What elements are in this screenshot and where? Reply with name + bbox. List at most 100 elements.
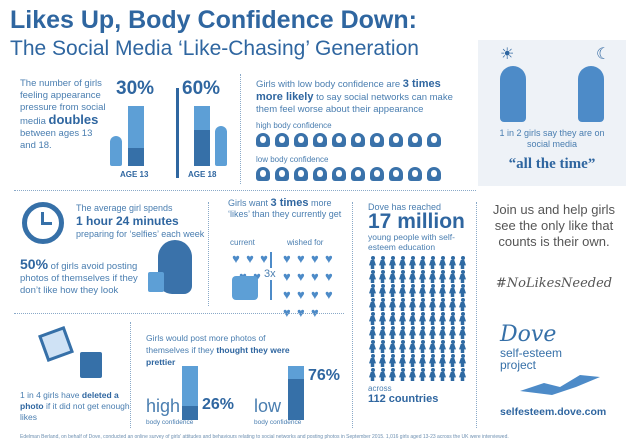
- bar-age13: [128, 106, 144, 166]
- person-icon: [388, 368, 397, 381]
- divider: [14, 313, 344, 314]
- person-icon: [378, 340, 387, 353]
- heart-icon: ♥: [311, 251, 319, 266]
- wished-hearts: ♥ ♥ ♥ ♥ ♥ ♥ ♥ ♥ ♥ ♥ ♥ ♥ ♥ ♥ ♥: [282, 250, 340, 322]
- page-title: Likes Up, Body Confidence Down: The Soci…: [10, 6, 419, 61]
- low-word: low: [254, 396, 282, 416]
- high-label: high body confidence: [256, 121, 332, 130]
- girl-phone-icon: [500, 66, 526, 122]
- person-icon: [438, 326, 447, 339]
- heart-icon: ♥: [297, 305, 305, 320]
- bar-high-confidence: [182, 366, 198, 420]
- heart-icon: ♥: [325, 269, 333, 284]
- face-icon: [275, 167, 289, 181]
- divider: [14, 190, 476, 191]
- person-icon: [408, 368, 417, 381]
- heart-icon: ♥: [297, 269, 305, 284]
- dove-logo: Dove self-esteem project: [500, 322, 620, 395]
- title-line-2: The Social Media ‘Like-Chasing’ Generati…: [10, 37, 419, 60]
- person-icon: [378, 284, 387, 297]
- person-icon: [388, 298, 397, 311]
- all-the-time-panel: ☀ ☾ 1 in 2 girls say they are on social …: [478, 40, 626, 186]
- reach-subtext: young people with self-esteem education: [368, 232, 455, 252]
- face-icon: [427, 167, 441, 181]
- person-icon: [458, 326, 467, 339]
- low-label: low body confidence: [256, 155, 329, 164]
- person-icon: [438, 312, 447, 325]
- person-icon: [448, 312, 457, 325]
- person-icon: [458, 270, 467, 283]
- person-icon: [418, 326, 427, 339]
- person-icon: [458, 284, 467, 297]
- face-icon: [256, 167, 270, 181]
- heart-icon: ♥: [311, 305, 319, 320]
- bar-low-confidence: [288, 366, 304, 420]
- divider: [476, 202, 477, 428]
- person-icon: [368, 256, 377, 269]
- brand-sub: self-esteem project: [500, 346, 563, 372]
- person-icon: [368, 270, 377, 283]
- person-icon: [418, 368, 427, 381]
- people-grid: [368, 256, 470, 382]
- heart-icon: ♥: [311, 287, 319, 302]
- heart-icon: ♥: [297, 287, 305, 302]
- pct-age13: 30%: [116, 78, 155, 99]
- person-icon: [448, 354, 457, 367]
- heart-icon: ♥: [283, 251, 291, 266]
- divider: [208, 202, 209, 306]
- person-icon: [428, 256, 437, 269]
- person-icon: [398, 284, 407, 297]
- moon-icon: ☾: [596, 46, 611, 63]
- person-icon: [388, 270, 397, 283]
- prettier-text: Girls would post more photos of themselv…: [146, 333, 290, 367]
- person-icon: [458, 256, 467, 269]
- person-icon: [428, 354, 437, 367]
- person-icon: [378, 368, 387, 381]
- trash-icon: [80, 352, 102, 378]
- heart-icon: ♥: [283, 305, 291, 320]
- confidence-text: Girls with low body confidence are 3 tim…: [256, 78, 453, 115]
- person-icon: [398, 326, 407, 339]
- person-icon: [438, 284, 447, 297]
- person-icon: [458, 340, 467, 353]
- deleted-text: 1 in 4 girls have deleted a photo if it …: [20, 390, 130, 422]
- person-icon: [368, 368, 377, 381]
- person-icon: [448, 270, 457, 283]
- brand-name: Dove: [500, 322, 557, 347]
- phone-icon: [148, 272, 164, 292]
- all-time-bold: “all the time”: [508, 156, 596, 172]
- label-age18: AGE 18: [188, 170, 217, 179]
- person-icon: [388, 340, 397, 353]
- face-icon: [370, 167, 384, 181]
- person-icon: [398, 340, 407, 353]
- brand-url[interactable]: selfesteem.dove.com: [500, 406, 607, 418]
- low-faces-row: [256, 167, 466, 183]
- person-icon: [428, 368, 437, 381]
- high-pct: 26%: [202, 396, 235, 413]
- person-icon: [378, 256, 387, 269]
- confidence-panel: Girls with low body confidence are 3 tim…: [256, 78, 466, 183]
- person-icon: [378, 270, 387, 283]
- face-icon: [313, 133, 327, 147]
- person-icon: [428, 298, 437, 311]
- person-icon: [408, 326, 417, 339]
- person-icon: [388, 312, 397, 325]
- person-icon: [448, 368, 457, 381]
- face-icon: [427, 133, 441, 147]
- person-icon: [408, 270, 417, 283]
- person-icon: [408, 256, 417, 269]
- thumbs-up-icon: [232, 276, 258, 300]
- person-icon: [448, 256, 457, 269]
- person-icon: [438, 368, 447, 381]
- person-icon: [418, 256, 427, 269]
- person-icon: [428, 284, 437, 297]
- wished-label: wished for: [287, 238, 324, 247]
- person-icon: [408, 312, 417, 325]
- girl-phone-icon: [578, 66, 604, 122]
- heart-icon: ♥: [260, 251, 268, 266]
- divider: [130, 322, 131, 428]
- divider: [176, 88, 179, 178]
- face-icon: [351, 133, 365, 147]
- selfie-text: The average girl spends 1 hour 24 minute…: [76, 203, 205, 239]
- face-icon: [256, 133, 270, 147]
